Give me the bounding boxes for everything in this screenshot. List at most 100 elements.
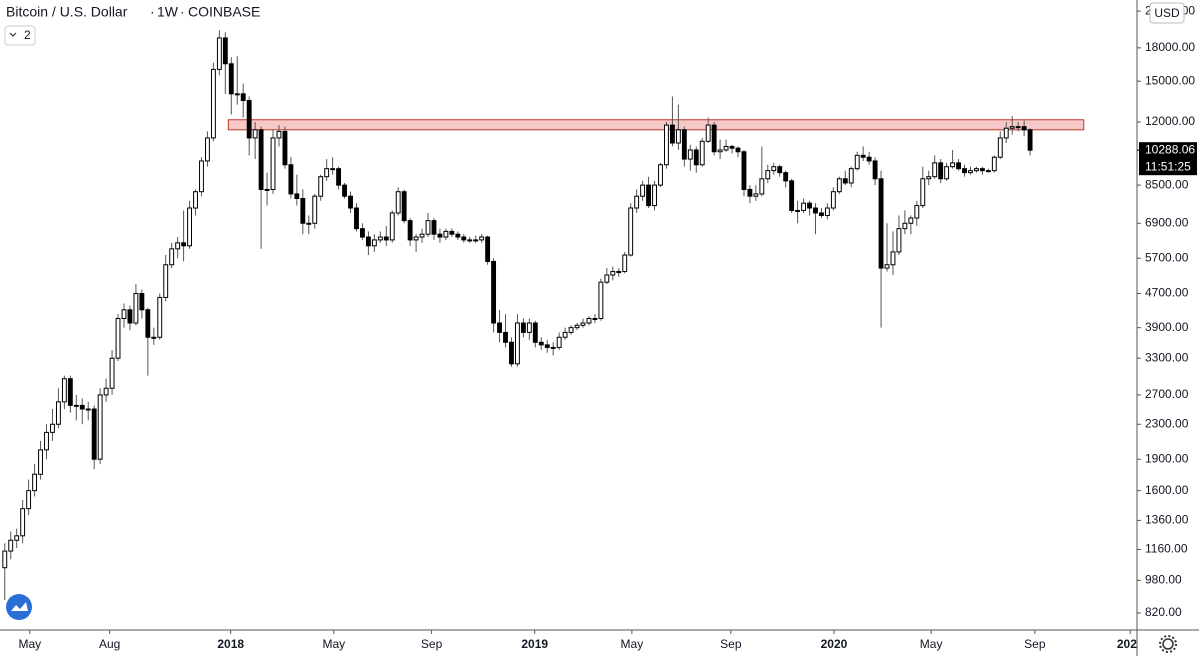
candle-body [973,168,979,172]
candle-body [133,293,139,324]
x-tick-label: Sep [720,637,742,651]
candle-body [968,170,973,174]
candle-body [300,198,306,224]
candle-body [181,242,187,247]
x-tick-label: Sep [1024,637,1046,651]
candle-body [222,37,228,65]
x-tick-label: Sep [421,637,443,651]
candle-body [574,324,580,329]
candle-body [407,220,413,241]
candle-body [443,230,449,238]
candle-body [640,184,646,197]
candle-body [514,322,520,365]
candle-body [461,236,467,241]
candle-body [252,129,258,139]
candle-body [491,260,497,324]
gear-icon[interactable] [1162,638,1174,650]
candle-body [741,151,747,190]
candle-body [485,236,491,262]
separator: · [180,4,185,20]
y-tick-label: 1600.00 [1145,483,1189,497]
candle-body [270,137,276,190]
candle-body [437,233,443,238]
settings-button[interactable] [1159,635,1177,653]
candle-body [580,322,586,326]
candle-body [944,166,950,180]
candle-body [848,168,854,184]
candle-body [61,378,67,403]
candle-body [669,124,675,144]
candle-body [324,168,330,178]
candle-body [163,264,169,298]
candle-body [878,178,884,269]
candle-body [151,336,157,339]
candle-body [932,162,938,178]
separator: · [150,4,155,20]
y-tick-label: 820.00 [1145,605,1182,619]
candle-body [711,124,717,153]
y-tick-label: 3300.00 [1145,350,1189,364]
candle-body [425,220,431,235]
candle-body [920,178,926,207]
candle-body [759,178,765,195]
candle-body [729,145,735,149]
candle-body [777,166,783,174]
candle-body [783,172,789,182]
candle-body [205,137,210,162]
candle-body [598,281,604,319]
candle-body [401,191,407,222]
candle-body [67,378,73,406]
candle-body [264,188,270,191]
candle-body [216,37,222,70]
candle-body [455,233,461,238]
candle-body [276,130,282,139]
candle-body [985,170,991,173]
candle-body [550,346,556,349]
candle-body [735,147,741,153]
candle-body [997,137,1003,158]
exchange: COINBASE [188,4,260,20]
toggle-box[interactable] [4,25,36,46]
candle-body [962,168,967,174]
x-tick-label: 2018 [217,637,244,651]
candle-body [342,184,347,197]
candle-body [765,170,771,180]
y-tick-label: 15000.00 [1145,73,1195,87]
countdown-label: 11:51:25 [1145,159,1191,173]
candle-body [914,205,920,219]
currency-box[interactable] [1149,2,1185,24]
candle-body [497,322,502,333]
candle-body [467,239,473,242]
candle-body [479,236,485,241]
indicators-toggle[interactable]: 2 [4,25,36,46]
candle-body [693,149,699,166]
candle-body [157,296,163,338]
indicators-count: 2 [24,28,31,42]
candle-body [866,156,872,162]
logo-circle[interactable] [6,594,32,620]
candle-body [813,207,818,214]
candle-body [383,236,389,241]
candle-body [187,207,193,247]
candle-body [288,164,294,195]
candle-body [258,129,264,190]
candle-body [747,188,753,197]
candle-body [842,178,848,184]
candle-body [365,236,371,247]
currency-button[interactable]: USD [1149,2,1185,24]
candle-body [926,176,932,180]
candle-body [97,394,103,460]
logo[interactable] [6,594,32,620]
candle-body [38,449,43,475]
candle-body [389,212,395,241]
candle-body [1009,126,1015,129]
candle-body [20,508,26,537]
candle-body [1003,127,1009,139]
candle-body [509,341,514,365]
candle-body [127,309,133,324]
last-price-box [1139,142,1197,176]
candle-body [753,193,759,197]
candle-body [616,271,622,274]
y-tick-label: 8500.00 [1145,177,1189,191]
